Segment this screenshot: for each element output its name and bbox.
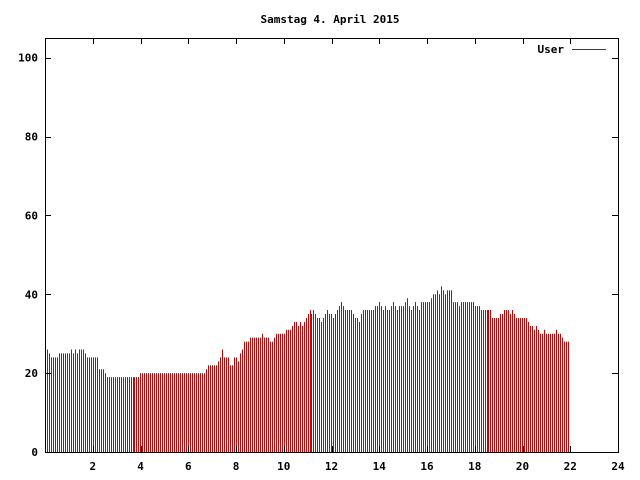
bar-series-user	[45, 286, 569, 452]
legend: User	[538, 43, 606, 56]
y-tick-label: 100	[18, 52, 38, 65]
x-tick-label: 22	[564, 460, 577, 473]
y-tick-label: 20	[25, 367, 38, 380]
x-tick-label: 6	[185, 460, 192, 473]
legend-label-user: User	[538, 43, 565, 56]
x-tick-label: 24	[611, 460, 625, 473]
y-tick-label: 80	[25, 131, 38, 144]
chart-title: Samstag 4. April 2015	[260, 13, 399, 26]
y-tick-label: 0	[31, 446, 38, 459]
x-tick-label: 20	[516, 460, 529, 473]
x-tick-label: 18	[468, 460, 481, 473]
x-tick-label: 2	[89, 460, 96, 473]
y-tick-label: 60	[25, 209, 38, 222]
x-tick-label: 14	[373, 460, 387, 473]
x-axis: 2 4 6 8 10 12 14 16 18 20 22 24	[89, 38, 625, 473]
x-tick-label: 16	[420, 460, 434, 473]
x-tick-label: 10	[277, 460, 290, 473]
y-axis: 0 20 40 60 80 100	[18, 52, 618, 459]
x-tick-label: 12	[325, 460, 338, 473]
x-tick-label: 4	[137, 460, 144, 473]
y-tick-label: 40	[25, 288, 38, 301]
x-tick-label: 8	[233, 460, 240, 473]
